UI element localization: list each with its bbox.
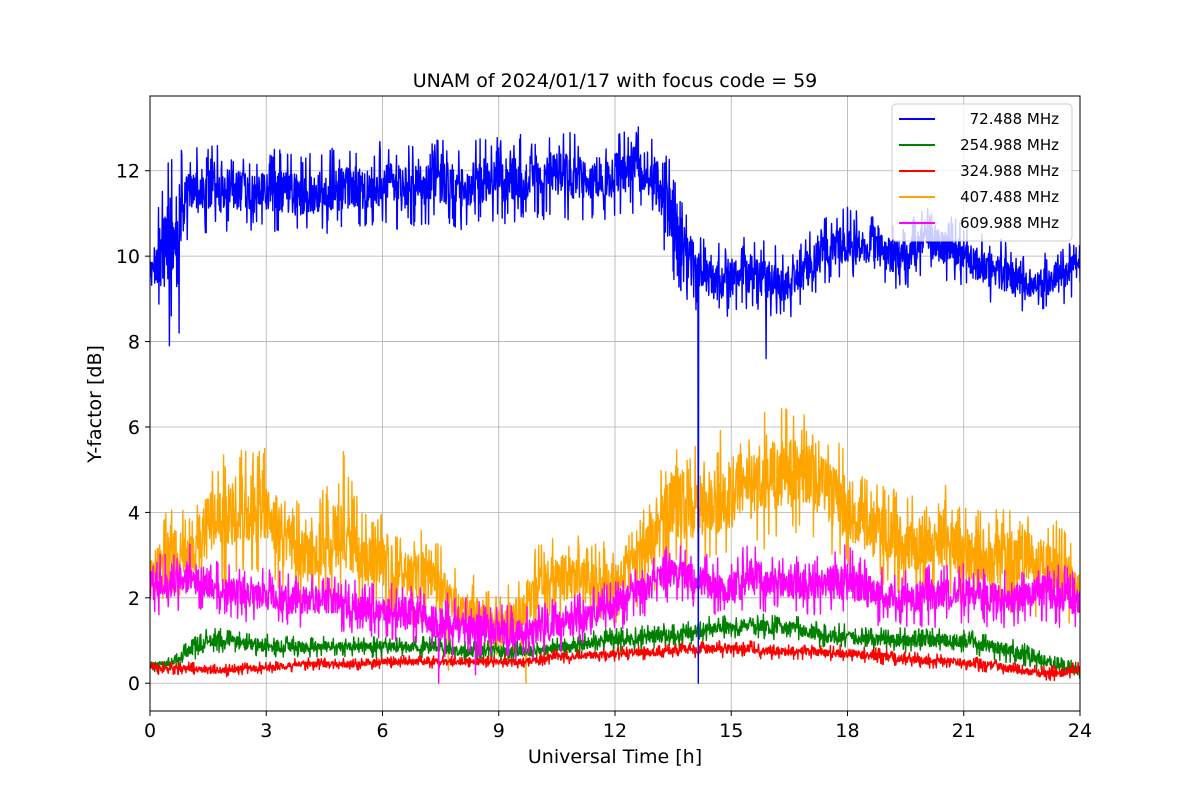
- legend-label: 324.988 MHz: [960, 162, 1059, 180]
- x-tick-label: 24: [1068, 720, 1092, 742]
- legend-label: 254.988 MHz: [960, 136, 1059, 154]
- y-axis-label: Y-factor [dB]: [84, 345, 106, 464]
- x-tick-label: 0: [144, 720, 156, 742]
- series-line: [150, 640, 1080, 682]
- legend-label: 407.488 MHz: [960, 188, 1059, 206]
- y-tick-label: 2: [128, 588, 140, 610]
- x-tick-label: 15: [719, 720, 743, 742]
- y-tick-label: 0: [128, 673, 140, 695]
- y-tick-label: 12: [116, 161, 140, 183]
- x-tick-label: 12: [603, 720, 627, 742]
- legend-box: [891, 103, 1073, 242]
- legend-label: 72.488 MHz: [970, 110, 1059, 128]
- y-tick-label: 8: [128, 332, 140, 354]
- x-tick-label: 9: [493, 720, 505, 742]
- y-tick-label: 4: [128, 502, 140, 524]
- series-line: [150, 543, 1080, 684]
- x-tick-label: 18: [835, 720, 859, 742]
- x-axis-label: Universal Time [h]: [528, 746, 702, 768]
- x-tick-label: 6: [376, 720, 388, 742]
- y-tick-label: 10: [116, 246, 140, 268]
- x-tick-label: 21: [952, 720, 976, 742]
- y-tick-label: 6: [128, 417, 140, 439]
- x-tick-label: 3: [260, 720, 272, 742]
- legend: 72.488 MHz 254.988 MHz 324.988 MHz 407.488 …: [891, 103, 1073, 242]
- series-line: [150, 613, 1080, 679]
- chart-title: UNAM of 2024/01/17 with focus code = 59: [413, 70, 818, 92]
- legend-label: 609.988 MHz: [960, 214, 1059, 232]
